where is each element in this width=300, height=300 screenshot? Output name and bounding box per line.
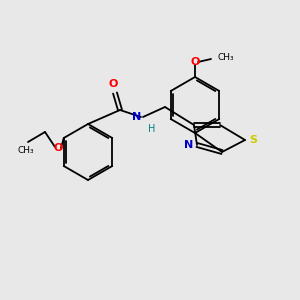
Text: S: S bbox=[249, 135, 257, 145]
Text: N: N bbox=[184, 140, 193, 150]
Text: H: H bbox=[148, 124, 156, 134]
Text: O: O bbox=[190, 57, 200, 67]
Text: O: O bbox=[53, 143, 63, 153]
Text: N: N bbox=[132, 112, 141, 122]
Text: CH₃: CH₃ bbox=[18, 146, 34, 155]
Text: O: O bbox=[108, 79, 118, 89]
Text: CH₃: CH₃ bbox=[217, 53, 234, 62]
